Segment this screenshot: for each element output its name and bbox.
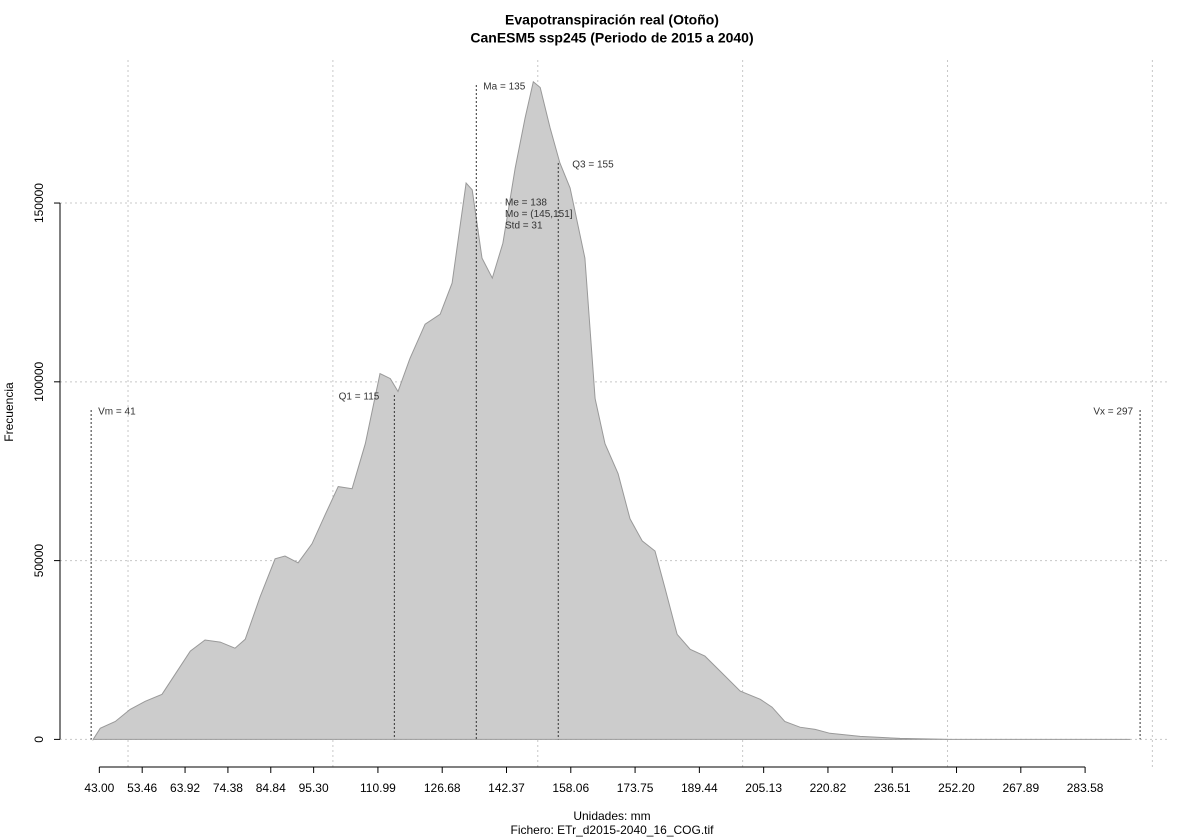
y-axis-label: Frecuencia [2, 382, 16, 442]
x-tick-label: 110.99 [360, 781, 396, 795]
caption: Fichero: ETr_d2015-2040_16_COG.tif [511, 823, 715, 837]
annotation-label: Ma = 135 [483, 82, 525, 93]
x-tick-label: 74.38 [213, 781, 243, 795]
x-tick-label: 53.46 [127, 781, 157, 795]
x-tick-label: 142.37 [488, 781, 525, 795]
x-tick-label: 43.00 [84, 781, 114, 795]
chart-title: Evapotranspiración real (Otoño) [505, 12, 719, 28]
stat-label: Mo = (145,151] [505, 209, 573, 220]
y-tick-label: 100000 [32, 361, 46, 401]
annotation-label: Q1 = 115 [339, 392, 380, 403]
x-tick-label: 173.75 [617, 781, 654, 795]
annotation-label: Q3 = 155 [572, 160, 614, 171]
x-tick-label: 189.44 [681, 781, 718, 795]
x-tick-label: 205.13 [745, 781, 782, 795]
stat-label: Std = 31 [505, 221, 543, 232]
x-tick-label: 158.06 [552, 781, 589, 795]
x-tick-label: 126.68 [424, 781, 461, 795]
annotation-label: Vx = 297 [1093, 407, 1133, 418]
y-tick-label: 0 [32, 736, 46, 743]
x-tick-label: 84.84 [256, 781, 286, 795]
y-tick-label: 150000 [32, 183, 46, 223]
x-tick-label: 252.20 [938, 781, 975, 795]
x-tick-label: 283.58 [1067, 781, 1104, 795]
area [92, 80, 1131, 742]
stat-label: Me = 138 [505, 198, 547, 209]
x-tick-label: 95.30 [299, 781, 329, 795]
chart-subtitle: CanESM5 ssp245 (Periodo de 2015 a 2040) [470, 30, 753, 46]
x-tick-label: 63.92 [170, 781, 200, 795]
x-axis-label: Unidades: mm [573, 809, 650, 823]
y-tick-label: 50000 [32, 544, 46, 578]
x-tick-label: 220.82 [810, 781, 847, 795]
x-tick-label: 267.89 [1002, 781, 1039, 795]
annotation-label: Vm = 41 [98, 407, 136, 418]
x-tick-label: 236.51 [874, 781, 911, 795]
